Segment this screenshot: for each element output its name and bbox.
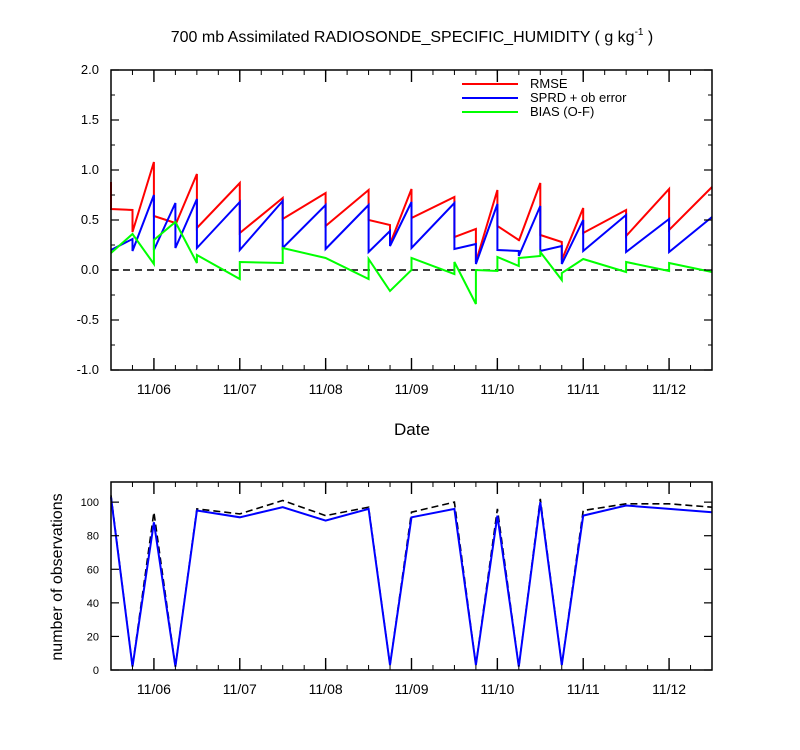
- y-tick-label: 80: [87, 531, 99, 543]
- series-line-solid-1: [110, 496, 713, 667]
- x-tick-label: 11/09: [395, 381, 429, 397]
- y-tick-label: 1.5: [81, 112, 99, 127]
- x-tick-label: 11/11: [567, 381, 600, 397]
- x-tick-label: 11/12: [652, 681, 686, 697]
- y-tick-label: 20: [87, 631, 99, 643]
- x-tick-label: 11/06: [137, 381, 171, 397]
- x-tick-label: 11/08: [309, 681, 343, 697]
- top-axes: 2.0 1.5 1.0 0.5 0.0 -0.5 -1.0 11/06 11/07 11/08 11…: [77, 62, 713, 397]
- x-tick-label: 11/09: [395, 681, 429, 697]
- y-tick-label: 0.5: [81, 212, 99, 227]
- x-tick-label: 11/10: [480, 681, 514, 697]
- legend-label: SPRD + ob error: [530, 90, 627, 105]
- chart-title-main: 700 mb Assimilated RADIOSONDE_SPECIFIC_H…: [171, 29, 635, 46]
- x-tick-label: 11/10: [480, 381, 514, 397]
- y-tick-label: 0: [93, 665, 99, 677]
- y-tick-label: 2.0: [81, 62, 99, 77]
- x-tick-label: 11/06: [137, 681, 171, 697]
- top-x-axis-label: Date: [394, 420, 430, 439]
- x-tick-label: 11/11: [567, 681, 600, 697]
- bottom-panel: 100 80 60 40 20 0 11/06 11/07 11/08 11/09 11/10 11/…: [49, 481, 713, 697]
- y-tick-label: 40: [87, 598, 99, 610]
- y-tick-label: 60: [87, 564, 99, 576]
- x-tick-label: 11/12: [652, 381, 686, 397]
- bottom-marks: [110, 495, 713, 667]
- y-tick-label: 1.0: [81, 162, 99, 177]
- y-tick-label: 0.0: [81, 262, 99, 277]
- x-tick-label: 11/08: [309, 381, 343, 397]
- bottom-axes: 100 80 60 40 20 0 11/06 11/07 11/08 11/09 11/10 11/…: [81, 481, 713, 697]
- bottom-y-axis-label: number of observations: [49, 493, 66, 660]
- top-panel: 2.0 1.5 1.0 0.5 0.0 -0.5 -1.0 11/06 11/07 11/08 11…: [77, 62, 713, 439]
- x-tick-label: 11/07: [223, 681, 257, 697]
- chart-title: 700 mb Assimilated RADIOSONDE_SPECIFIC_H…: [171, 27, 654, 46]
- legend-label: RMSE: [530, 76, 568, 91]
- y-tick-label: 100: [81, 497, 99, 509]
- y-tick-label: -1.0: [77, 362, 99, 377]
- series-line-bias-o-f: [110, 220, 713, 305]
- x-tick-label: 11/07: [223, 381, 257, 397]
- series-line-sprd-ob-error: [110, 194, 713, 265]
- chart-title-close: ): [643, 29, 653, 46]
- series-line-dashed-0: [110, 495, 713, 667]
- y-tick-label: -0.5: [77, 312, 99, 327]
- chart-title-superscript: -1: [635, 27, 644, 38]
- top-marks: [110, 161, 713, 305]
- legend-label: BIAS (O-F): [530, 104, 594, 119]
